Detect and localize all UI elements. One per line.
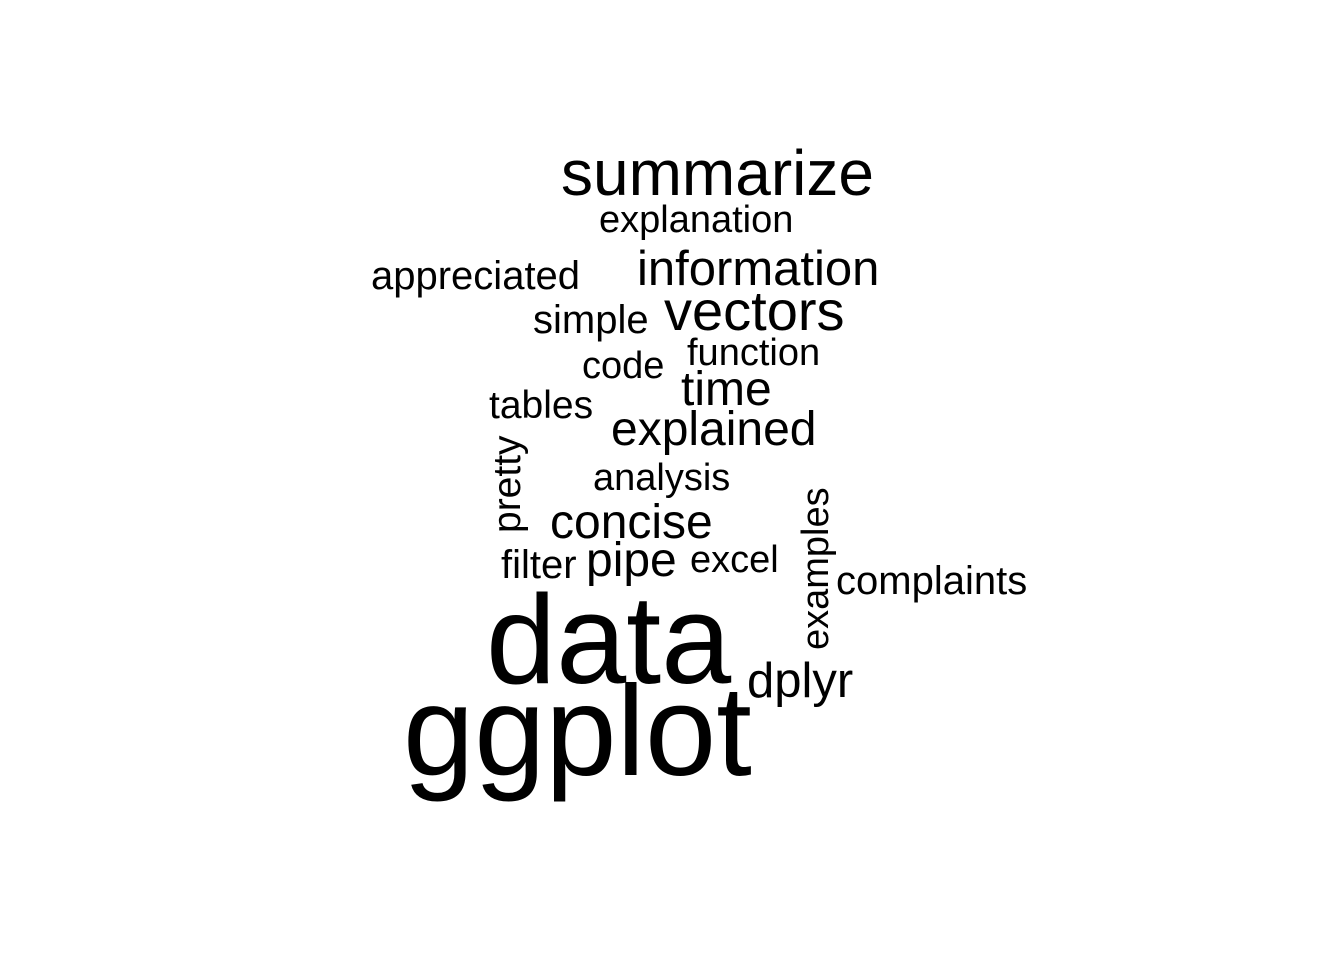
word-examples: examples	[795, 487, 837, 650]
word-function: function	[687, 332, 821, 374]
word-pipe: pipe	[586, 534, 677, 587]
word-summarize: summarize	[561, 137, 874, 209]
word-complaints: complaints	[836, 559, 1028, 603]
word-information: information	[637, 242, 880, 296]
word-concise: concise	[550, 496, 713, 549]
word-code: code	[582, 345, 665, 387]
word-dplyr: dplyr	[747, 654, 854, 708]
word-excel: excel	[690, 539, 779, 581]
word-tables: tables	[489, 384, 594, 427]
word-data: data	[486, 569, 732, 710]
word-ggplot: ggplot	[403, 660, 752, 803]
word-analysis: analysis	[593, 457, 731, 499]
word-explanation: explanation	[599, 199, 794, 241]
word-time: time	[681, 363, 772, 416]
word-filter: filter	[501, 543, 577, 587]
word-vectors: vectors	[664, 279, 845, 342]
word-simple: simple	[533, 298, 649, 342]
word-explained: explained	[611, 403, 817, 456]
word-pretty: pretty	[486, 435, 529, 533]
word-appreciated: appreciated	[371, 254, 581, 298]
